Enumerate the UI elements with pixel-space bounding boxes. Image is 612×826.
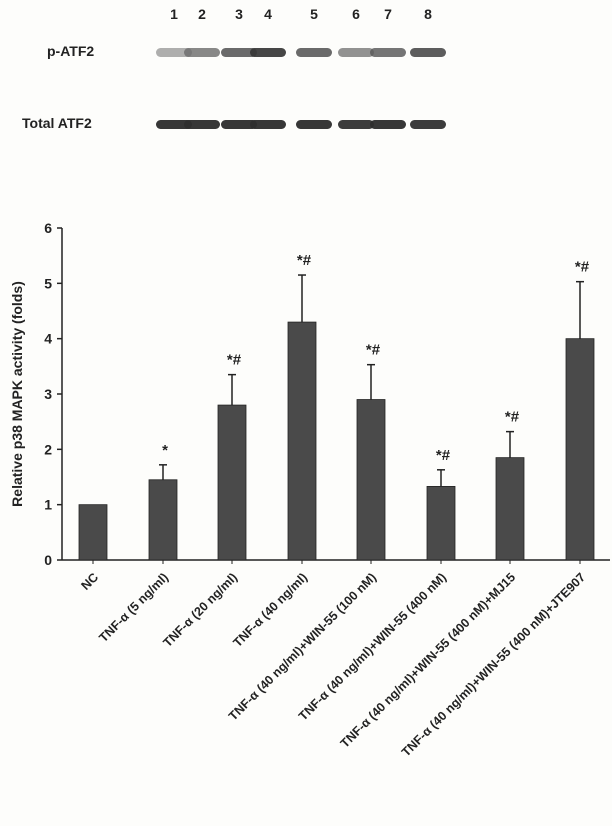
- blot-band: [370, 120, 406, 129]
- blot-band: [338, 48, 374, 57]
- blot-band: [250, 120, 286, 129]
- y-tick-label: 5: [44, 275, 52, 291]
- significance-label: *#: [505, 409, 520, 426]
- significance-label: *#: [227, 352, 242, 369]
- lane-number: 1: [170, 6, 178, 22]
- blot-band: [296, 48, 332, 57]
- significance-label: *#: [366, 342, 381, 359]
- lane-number: 8: [424, 6, 432, 22]
- significance-label: *: [162, 442, 168, 459]
- lane-number: 5: [310, 6, 318, 22]
- significance-label: *#: [297, 252, 312, 269]
- y-tick-label: 4: [44, 331, 52, 347]
- blot-band: [338, 120, 374, 129]
- y-tick-label: 0: [44, 552, 52, 568]
- bar: [426, 486, 456, 561]
- blot-row-label: Total ATF2: [22, 115, 92, 131]
- y-tick-label: 2: [44, 441, 52, 457]
- x-category-label: NC: [78, 570, 101, 593]
- bar: [565, 338, 595, 561]
- x-category-label: TNF-α (40 ng/ml)+WIN-55 (400 nM): [296, 570, 449, 723]
- lane-number: 3: [235, 6, 243, 22]
- blot-band: [370, 48, 406, 57]
- x-category-label: TNF-α (40 ng/ml): [230, 570, 310, 650]
- lane-number: 6: [352, 6, 360, 22]
- y-tick-label: 6: [44, 220, 52, 236]
- bar: [356, 399, 386, 561]
- bar: [78, 504, 108, 561]
- x-category-label: TNF-α (40 ng/ml)+WIN-55 (100 nM): [226, 570, 379, 723]
- x-category-label: TNF-α (20 ng/ml): [160, 570, 240, 650]
- blot-band: [156, 48, 192, 57]
- blot-band: [221, 48, 257, 57]
- y-axis-label: Relative p38 MAPK activity (folds): [9, 281, 25, 507]
- bar: [287, 321, 317, 561]
- bar: [148, 479, 178, 561]
- lane-number: 4: [264, 6, 272, 22]
- blot-row-label: p-ATF2: [47, 43, 95, 59]
- lane-number: 7: [384, 6, 392, 22]
- bar: [495, 457, 525, 561]
- x-category-label: TNF-α (5 ng/ml): [96, 570, 171, 645]
- significance-label: *#: [436, 447, 451, 464]
- blot-band: [221, 120, 257, 129]
- blot-band: [410, 120, 446, 129]
- bar: [217, 404, 247, 561]
- blot-band: [296, 120, 332, 129]
- y-tick-label: 3: [44, 386, 52, 402]
- blot-band: [250, 48, 286, 57]
- western-blot-panel: 1 2 3 4 5 6 7 8 p-ATF2 Total ATF2: [0, 0, 612, 160]
- blot-band: [184, 120, 220, 129]
- blot-band: [156, 120, 192, 129]
- significance-label: *#: [575, 259, 590, 276]
- y-tick-label: 1: [44, 497, 52, 513]
- lane-number: 2: [198, 6, 206, 22]
- blot-band: [184, 48, 220, 57]
- blot-band: [410, 48, 446, 57]
